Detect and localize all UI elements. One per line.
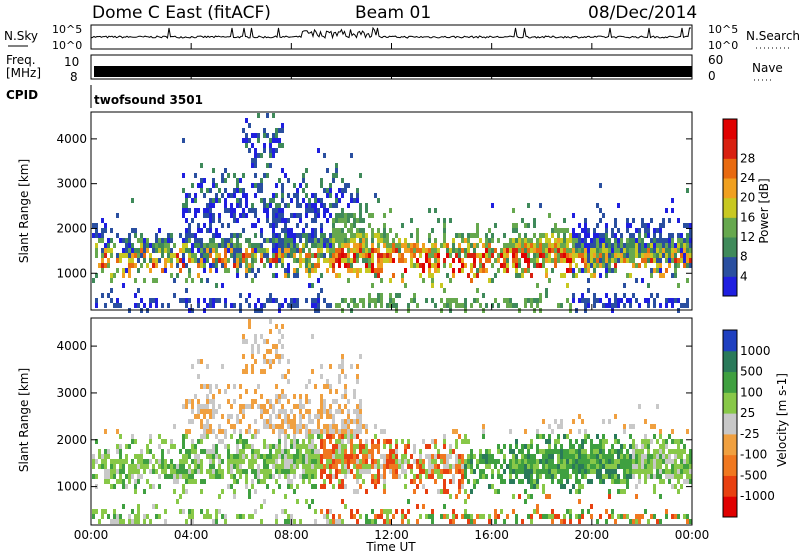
colorbar-segment	[723, 371, 737, 393]
colorbar-segment	[723, 119, 737, 140]
x-tick-label: 12:00	[374, 528, 409, 542]
colorbar-segment	[723, 138, 737, 159]
colorbar-segment	[723, 197, 737, 218]
freq-label-2: [MHz]	[6, 66, 41, 80]
colorbar-segment	[723, 178, 737, 199]
velocity-colorbar: -1000 -500 -100 -25 25 100 500 1000 Velocity [m…	[722, 329, 789, 518]
y-tick-label: 2000	[56, 221, 87, 235]
colorbar-segment	[723, 413, 737, 435]
beam-title: Beam 01	[355, 3, 431, 23]
colorbar-segment	[723, 475, 737, 497]
colorbar-tick-label: 20	[740, 191, 755, 205]
freq-tick-bottom: 8	[70, 70, 78, 84]
y-tick-label: 1000	[56, 480, 87, 494]
cpid-value: twofsound 3501	[94, 93, 203, 107]
colorbar-tick-label: 16	[740, 210, 755, 224]
colorbar-segment	[723, 217, 737, 238]
power-y-ticks: 1000 2000 3000 4000	[56, 132, 692, 280]
nsearch-tick-bottom: 10^0	[708, 39, 738, 52]
freq-tick-top: 10	[64, 55, 79, 69]
nsky-tick-bottom: 10^0	[52, 39, 82, 52]
colorbar-tick-label: 1000	[740, 344, 771, 358]
colorbar-segment	[723, 392, 737, 414]
colorbar-segment	[723, 433, 737, 456]
x-tick-label: 00:00	[675, 528, 710, 542]
power-colorbar: 4 8 12 16 20 24 28 Power [dB]	[722, 118, 771, 297]
velocity-colorbar-label-text: Velocity [m s-1]	[775, 373, 789, 467]
nsearch-tick-top: 10^5	[708, 23, 738, 36]
colorbar-tick-label: 8	[740, 250, 748, 264]
power-panel: 1000 2000 3000 4000 Slant Range [km]	[17, 111, 693, 313]
y-tick-label: 2000	[56, 433, 87, 447]
colorbar-tick-label: 25	[740, 406, 755, 420]
colorbar-tick-label: 500	[740, 365, 763, 379]
nsky-tick-top: 10^5	[52, 23, 82, 36]
power-colorbar-label: Power [dB]	[757, 178, 771, 243]
y-tick-label: 4000	[56, 132, 87, 146]
nave-tick-top: 60	[708, 53, 723, 67]
colorbar-segment	[723, 330, 737, 352]
station-title: Dome C East (fitACF)	[92, 3, 271, 23]
velocity-colorbar-label: Velocity [m s-1]	[775, 373, 789, 467]
time-axis-ticks: 00:00 04:00 08:00 12:00 16:00 20:00 00:00	[74, 43, 710, 542]
nsearch-label: N.Search	[746, 29, 800, 43]
nsky-label: N.Sky	[4, 29, 38, 43]
time-axis-label: Time UT	[365, 540, 416, 554]
power-y-label: Slant Range [km]	[17, 159, 31, 263]
colorbar-segment	[723, 256, 737, 277]
colorbar-segment	[723, 454, 737, 476]
freq-band	[94, 66, 692, 77]
power-cells	[92, 113, 692, 313]
date-title: 08/Dec/2014	[588, 3, 697, 23]
colorbar-segment	[723, 237, 737, 258]
colorbar-tick-label: -1000	[740, 489, 775, 503]
colorbar-segment	[723, 158, 737, 179]
colorbar-tick-label: 12	[740, 230, 755, 244]
y-tick-label: 3000	[56, 177, 87, 191]
colorbar-segment	[723, 496, 737, 518]
y-tick-label: 4000	[56, 339, 87, 353]
colorbar-tick-label: -25	[740, 427, 760, 441]
colorbar-segment	[723, 350, 737, 373]
colorbar-tick-label: -100	[740, 448, 767, 462]
colorbar-tick-label: 24	[740, 171, 755, 185]
x-tick-label: 08:00	[274, 528, 309, 542]
y-tick-label: 3000	[56, 386, 87, 400]
nave-tick-bottom: 0	[708, 69, 716, 83]
y-tick-label: 1000	[56, 266, 87, 280]
velocity-panel: 1000 2000 3000 4000 Slant Range [km]	[17, 317, 693, 526]
colorbar-tick-label: -500	[740, 468, 767, 482]
velocity-y-label: Slant Range [km]	[17, 368, 31, 472]
colorbar-segment	[723, 276, 737, 297]
cpid-label: CPID	[6, 88, 38, 102]
x-tick-label: 00:00	[74, 528, 109, 542]
colorbar-tick-label: 4	[740, 269, 748, 283]
freq-label-1: Freq.	[6, 53, 36, 67]
colorbar-tick-label: 28	[740, 151, 755, 165]
nsky-trace	[90, 26, 691, 40]
x-tick-label: 16:00	[474, 528, 509, 542]
velocity-y-ticks: 1000 2000 3000 4000	[56, 339, 692, 494]
colorbar-tick-label: 100	[740, 385, 763, 399]
nave-label: Nave	[752, 61, 783, 75]
velocity-cells	[92, 319, 692, 524]
x-tick-label: 20:00	[575, 528, 610, 542]
x-tick-label: 04:00	[174, 528, 209, 542]
